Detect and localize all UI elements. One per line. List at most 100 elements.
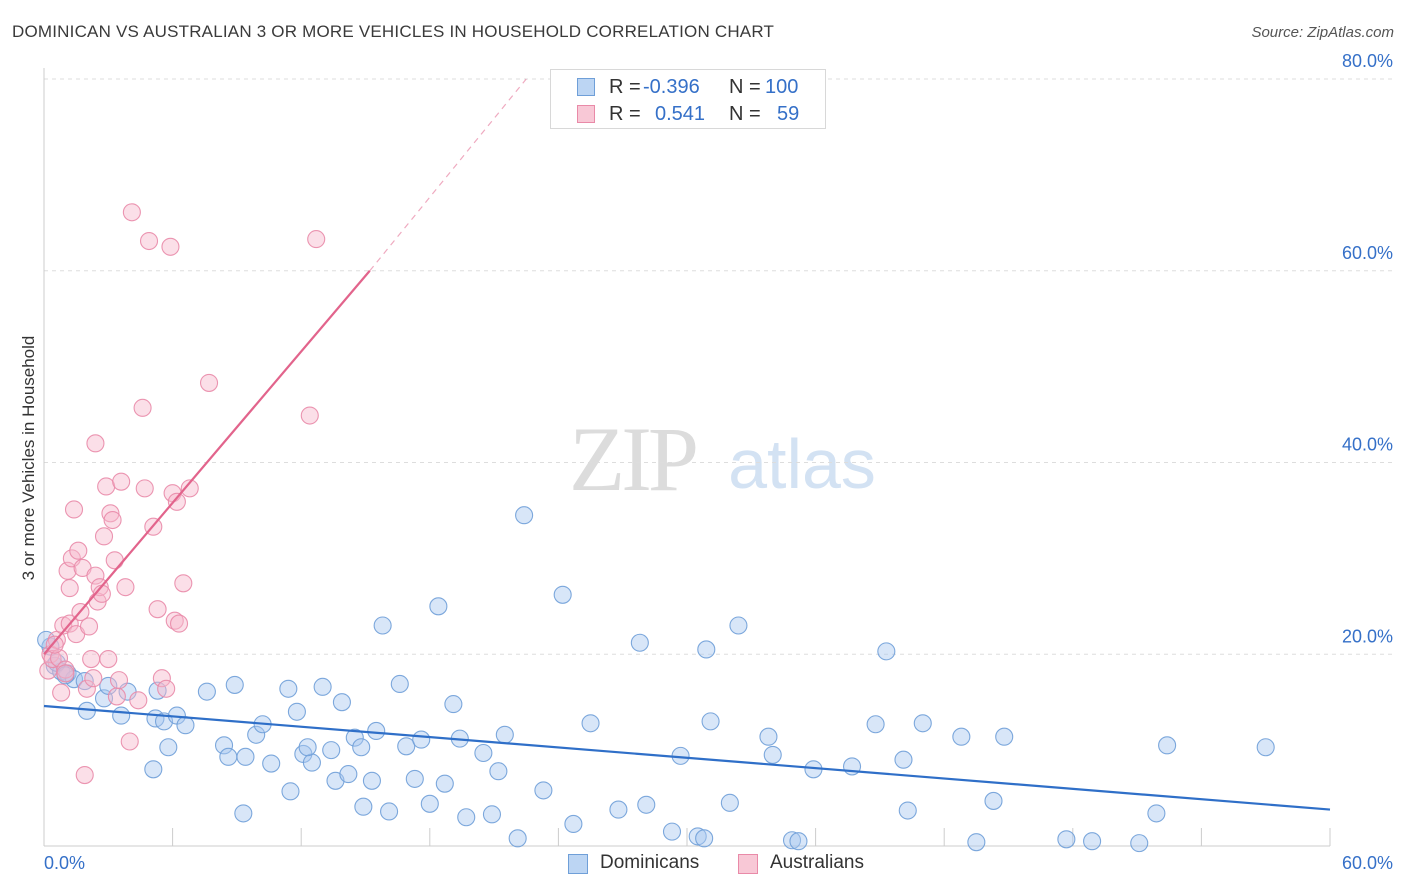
r-value: 0.541 bbox=[655, 103, 706, 125]
x-tick-label: 0.0% bbox=[44, 853, 85, 873]
stats-row-australians: R = 0.541 N = 59 bbox=[551, 101, 825, 127]
australian-point bbox=[300, 406, 319, 425]
dominican-point bbox=[298, 738, 317, 757]
australian-point bbox=[116, 578, 135, 597]
australian-point bbox=[60, 579, 79, 598]
dominican-point bbox=[495, 725, 514, 744]
pink-swatch-icon bbox=[738, 854, 758, 874]
australian-point bbox=[174, 574, 193, 593]
r-value: -0.396 bbox=[643, 76, 700, 98]
dominican-point bbox=[515, 506, 534, 525]
dominican-point bbox=[287, 702, 306, 721]
dominican-point bbox=[219, 747, 238, 766]
chart-title: DOMINICAN VS AUSTRALIAN 3 OR MORE VEHICL… bbox=[12, 22, 775, 41]
dominican-point bbox=[390, 674, 409, 694]
australian-point bbox=[122, 203, 141, 222]
dominican-point bbox=[159, 738, 178, 757]
dominican-point bbox=[197, 682, 216, 701]
x-tick-label: 60.0% bbox=[1342, 853, 1393, 873]
dominican-point bbox=[112, 706, 131, 725]
dominican-point bbox=[1147, 804, 1166, 823]
dominican-point bbox=[534, 781, 553, 800]
dominican-point bbox=[701, 712, 720, 731]
australian-point bbox=[135, 479, 154, 498]
australian-point bbox=[161, 237, 180, 256]
dominican-point bbox=[373, 616, 392, 635]
blue-swatch-icon bbox=[577, 78, 595, 96]
n-value: 59 bbox=[777, 103, 800, 125]
dominican-point bbox=[397, 737, 416, 756]
australian-point bbox=[307, 230, 326, 249]
dominicans-trend-line bbox=[43, 704, 1331, 811]
dominican-point bbox=[302, 753, 321, 772]
dominican-point bbox=[225, 675, 244, 694]
australian-point bbox=[109, 671, 129, 690]
stats-box: R = -0.396 N = 100 R = 0.541 N = 59 bbox=[550, 69, 826, 129]
australian-point bbox=[86, 566, 105, 585]
dominican-point bbox=[474, 743, 493, 763]
dominican-point bbox=[332, 693, 351, 712]
dominican-point bbox=[1083, 832, 1102, 851]
australians-trend-extension bbox=[369, 78, 527, 272]
dominican-point bbox=[688, 827, 707, 846]
dominican-point bbox=[1256, 738, 1275, 757]
pink-swatch-icon bbox=[577, 105, 595, 123]
australian-point bbox=[97, 477, 116, 496]
dominican-point bbox=[429, 597, 448, 616]
dominican-point bbox=[1057, 830, 1076, 849]
y-tick-label: 20.0% bbox=[1342, 626, 1393, 646]
dominican-point bbox=[877, 642, 896, 661]
dominican-point bbox=[322, 741, 341, 760]
n-label: N = bbox=[729, 103, 761, 125]
dominican-point bbox=[362, 771, 381, 790]
dominican-point bbox=[279, 679, 298, 698]
australian-point bbox=[82, 649, 101, 669]
australian-point bbox=[129, 691, 148, 710]
dominican-point bbox=[967, 833, 986, 852]
dominican-point bbox=[782, 831, 802, 850]
dominican-point bbox=[697, 640, 716, 659]
dominican-point bbox=[345, 728, 364, 747]
dominican-point bbox=[352, 738, 371, 757]
australian-point bbox=[148, 600, 167, 619]
dominican-point bbox=[564, 814, 583, 833]
dominican-point bbox=[894, 750, 913, 769]
dominican-point bbox=[763, 745, 782, 764]
dominican-point bbox=[234, 804, 253, 823]
chart-source: Source: ZipAtlas.com bbox=[1251, 24, 1394, 41]
dominican-point bbox=[236, 747, 255, 766]
r-label: R = bbox=[609, 103, 641, 125]
dominican-point bbox=[420, 794, 439, 813]
australians-trend-line bbox=[43, 270, 371, 655]
legend-label: Australians bbox=[770, 852, 864, 873]
dominican-point bbox=[630, 633, 649, 652]
australian-point bbox=[199, 373, 219, 392]
dominican-point bbox=[176, 716, 195, 735]
dominican-point bbox=[1158, 736, 1177, 755]
australian-point bbox=[56, 664, 75, 683]
n-label: N = bbox=[729, 76, 761, 98]
dominican-point bbox=[720, 793, 739, 812]
dominican-point bbox=[789, 832, 808, 851]
dominican-point bbox=[435, 774, 454, 793]
australian-point bbox=[105, 551, 124, 570]
australian-point bbox=[79, 617, 99, 636]
dominican-point bbox=[553, 585, 572, 604]
dominican-point bbox=[995, 727, 1014, 746]
australian-point bbox=[180, 479, 199, 498]
australian-point bbox=[45, 635, 64, 654]
dominican-point bbox=[281, 782, 300, 801]
dominican-point bbox=[866, 715, 885, 734]
legend-label: Dominicans bbox=[600, 852, 700, 873]
gridlines bbox=[44, 78, 1392, 655]
dominican-point bbox=[214, 736, 234, 755]
australian-point bbox=[43, 649, 62, 669]
australian-point bbox=[54, 616, 73, 635]
trend-lines bbox=[43, 78, 1331, 811]
data-points bbox=[37, 203, 1275, 853]
australian-point bbox=[56, 660, 75, 679]
stats-row-dominicans: R = -0.396 N = 100 bbox=[551, 74, 825, 100]
dominican-point bbox=[405, 769, 424, 788]
australian-point bbox=[75, 766, 94, 785]
